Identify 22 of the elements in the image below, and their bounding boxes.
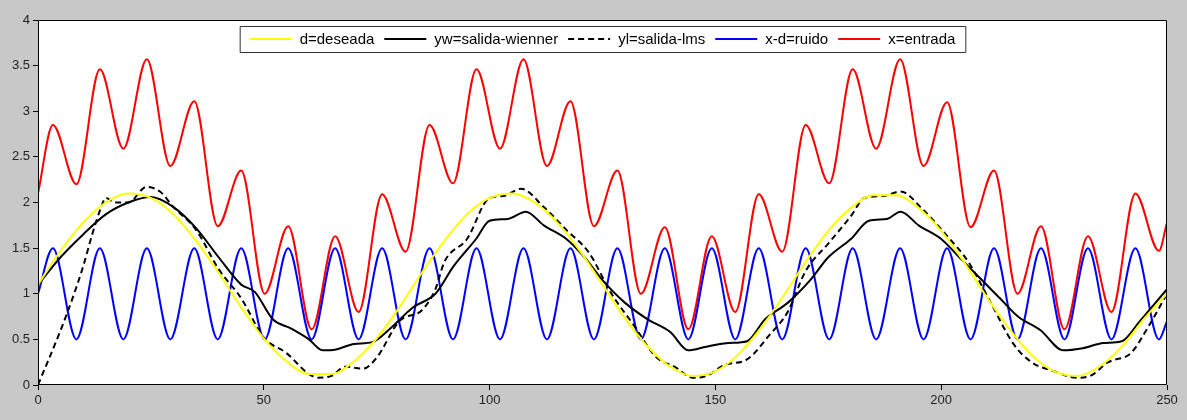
x-tick-label: 50 [256, 392, 272, 408]
legend-label: yw=salida-wienner [434, 30, 559, 48]
y-tick-label: 2.5 [11, 148, 30, 164]
legend-label: x=entrada [888, 30, 956, 48]
x-tick-label: 0 [34, 392, 42, 408]
y-tick-label: 0 [22, 376, 30, 392]
legend-label: d=deseada [299, 30, 375, 48]
y-tick-label: 0.5 [11, 330, 30, 346]
y-tick-label: 3 [22, 102, 30, 118]
legend-label: x-d=ruido [765, 30, 829, 48]
line-series [38, 58, 1167, 331]
y-tick-label: 1 [22, 285, 30, 301]
y-tick-label: 1.5 [11, 239, 30, 255]
x-tick-label: 100 [478, 392, 501, 408]
y-tick-label: 4 [22, 11, 30, 27]
legend-label: yl=salida-lms [618, 30, 706, 48]
y-tick-label: 3.5 [11, 57, 30, 73]
x-tick-label: 150 [704, 392, 727, 408]
y-tick-label: 2 [22, 194, 30, 210]
x-tick-label: 250 [1156, 392, 1178, 408]
x-tick-label: 200 [930, 392, 953, 408]
line-series [38, 247, 1167, 341]
